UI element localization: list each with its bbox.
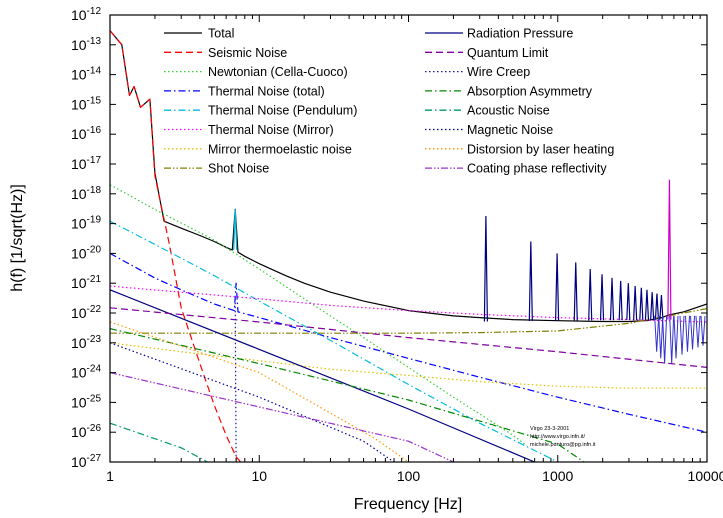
legend-label-13: Magnetic Noise [467,123,553,137]
resonance-spike-12 [644,289,650,320]
series-line-12 [110,422,208,462]
resonance-spike-6 [599,274,605,321]
resonance-spike-13 [650,292,655,320]
legend-label-11: Absorption Asymmetry [467,84,593,98]
legend-label-4: Thermal Noise (Pendulum) [208,104,357,118]
legend-label-6: Mirror thermoelastic noise [208,142,352,156]
x-tick-label: 10 [251,468,267,484]
series-line-15 [110,372,454,462]
credit-line-3: michele.punturo@pg.infn.it [530,442,596,448]
x-tick-label: 1000 [542,468,573,484]
series-line-8 [110,289,535,462]
y-tick-label: 10-27 [71,453,101,470]
resonance-dip-9 [700,315,706,346]
y-tick-label: 10-17 [71,155,101,172]
credit-line-1: Virgo 23-3-2001 [530,426,569,432]
resonance-spike-0 [233,209,238,251]
resonance-spike-16 [667,179,672,320]
y-tick-label: 10-13 [71,36,101,53]
series-line-4 [110,220,559,462]
legend-label-1: Seismic Noise [208,46,287,60]
resonance-dip-3 [669,315,675,364]
resonance-spike-layer [233,179,706,364]
series-line-9 [110,307,707,368]
series-layer [110,30,707,462]
x-tick-label: 10000 [688,468,723,484]
resonance-dip-1 [658,315,664,359]
resonance-dip-2 [662,315,668,364]
legend-label-0: Total [208,27,234,41]
resonance-dip-5 [679,315,685,355]
y-tick-label: 10-19 [71,215,101,232]
y-tick-label: 10-26 [71,423,101,440]
series-line-2 [110,184,525,445]
resonance-spike-3 [554,253,560,321]
resonance-dip-4 [673,315,679,359]
resonance-spike-4 [573,262,578,321]
legend-label-2: Newtonian (Cella-Cuoco) [208,65,348,79]
series-line-3 [110,252,707,433]
series-line-14 [110,321,409,462]
x-axis-label: Frequency [Hz] [354,496,462,513]
y-tick-label: 10-14 [71,66,101,83]
resonance-spike-14 [654,293,660,320]
y-tick-label: 10-16 [71,125,101,142]
series-line-7 [110,308,707,334]
resonance-spike-2 [528,241,533,322]
legend-label-14: Distorsion by laser heating [467,142,614,156]
resonance-spike-5 [588,268,593,321]
resonance-dip-7 [690,315,696,350]
credit-line-2: http://www.virgo.infn.it/ [530,434,585,440]
x-tick-label: 1 [106,468,114,484]
y-tick-label: 10-21 [71,274,101,291]
y-tick-label: 10-20 [71,244,101,261]
legend-label-7: Shot Noise [208,162,269,176]
resonance-spike-10 [633,286,638,320]
y-tick-label: 10-18 [71,185,101,202]
resonance-dip-8 [695,315,701,348]
series-line-5 [110,285,707,323]
tick-layer: 1 10 100 1000 10000 10-12 10-13 10-14 10-15 10-16… [71,6,723,484]
resonance-dip-0 [654,315,660,352]
y-axis-label: h(f) [1/sqrt(Hz)] [9,184,26,292]
legend-label-3: Thermal Noise (total) [208,84,325,98]
resonance-spike-15 [659,295,664,320]
y-tick-label: 10-23 [71,334,101,351]
resonance-spike-1 [483,215,488,322]
resonance-spike-8 [618,280,623,321]
y-tick-label: 10-24 [71,364,101,381]
series-line-6 [110,342,707,389]
y-tick-label: 10-15 [71,95,101,112]
author-credit: Virgo 23-3-2001 http://www.virgo.infn.it… [530,426,596,448]
y-tick-label: 10-22 [71,304,101,321]
y-tick-label: 10-25 [71,393,101,410]
legend-label-5: Thermal Noise (Mirror) [208,123,334,137]
resonance-spike-7 [609,277,615,321]
legend: Total Seismic Noise Newtonian (Cella-Cuoco… [164,27,614,176]
legend-label-12: Acoustic Noise [467,104,550,118]
legend-label-9: Quantum Limit [467,46,549,60]
resonance-spike-11 [639,287,644,320]
resonance-dip-6 [684,315,690,352]
legend-label-15: Coating phase reflectivity [467,162,607,176]
series-line-1 [110,30,242,462]
series-line-10 [234,298,237,462]
legend-label-8: Radiation Pressure [467,27,573,41]
resonance-spike-9 [626,283,631,321]
x-tick-label: 100 [397,468,421,484]
legend-label-10: Wire Creep [467,65,530,79]
series-line-11 [110,328,585,462]
y-tick-label: 10-12 [71,6,101,23]
